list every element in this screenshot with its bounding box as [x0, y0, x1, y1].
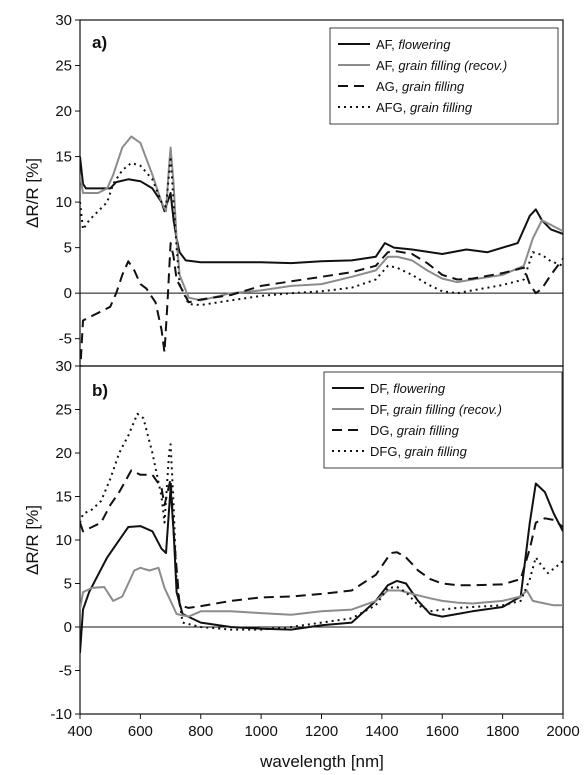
legend-entry-label: grain filling (recov.) [393, 402, 502, 417]
legend-entry: DFG, grain filling [370, 444, 468, 459]
legend-entry-prefix: DF, [370, 381, 393, 396]
y-tick-label: 25 [55, 402, 72, 419]
y-axis-title: ΔR/R [%] [23, 158, 42, 228]
y-tick-label: 0 [64, 285, 72, 302]
y-tick-label: 5 [64, 240, 72, 257]
series-line-afg [80, 155, 563, 306]
y-tick-label: 10 [55, 532, 72, 549]
panel-label: b) [92, 381, 108, 400]
x-tick-label: 1200 [305, 723, 338, 740]
y-tick-label: 20 [55, 445, 72, 462]
y-tick-label: 10 [55, 194, 72, 211]
series-line-ag [80, 242, 563, 366]
legend-entry: AF, grain filling (recov.) [376, 58, 507, 73]
x-tick-label: 800 [188, 723, 213, 740]
y-tick-label: -5 [59, 331, 72, 348]
panel-label: a) [92, 33, 107, 52]
y-tick-label: 20 [55, 103, 72, 120]
y-axis-title: ΔR/R [%] [23, 505, 42, 575]
legend-entry-prefix: AF, [376, 37, 398, 52]
legend-entry: AFG, grain filling [376, 100, 473, 115]
x-tick-label: 1400 [365, 723, 398, 740]
legend-entry-label: grain filling (recov.) [398, 58, 507, 73]
x-tick-label: 1000 [244, 723, 277, 740]
series-line-df-recov [80, 566, 563, 618]
legend-entry-label: grain filling [405, 444, 468, 459]
y-tick-label: 15 [55, 489, 72, 506]
legend-entry-prefix: AG, [376, 79, 402, 94]
legend-entry: DF, grain filling (recov.) [370, 402, 502, 417]
legend-entry-prefix: DF, [370, 402, 393, 417]
y-tick-label: 30 [55, 358, 72, 375]
legend-entry: AG, grain filling [376, 79, 465, 94]
y-tick-label: 30 [55, 12, 72, 29]
legend-entry-label: grain filling [410, 100, 473, 115]
legend-entry-prefix: AF, [376, 58, 398, 73]
y-tick-label: 15 [55, 149, 72, 166]
legend-entry-label: grain filling [402, 79, 465, 94]
legend-entry-label: grain filling [397, 423, 460, 438]
x-tick-label: 600 [128, 723, 153, 740]
legend-entry-prefix: DG, [370, 423, 397, 438]
legend-entry-prefix: DFG, [370, 444, 405, 459]
x-tick-label: 1800 [486, 723, 519, 740]
series-line-dfg [80, 412, 563, 631]
legend-entry-prefix: AFG, [376, 100, 410, 115]
series-line-df [80, 482, 563, 654]
series-line-dg [80, 469, 563, 609]
y-tick-label: 5 [64, 576, 72, 593]
x-tick-label: 2000 [546, 723, 579, 740]
x-axis-title: wavelength [nm] [259, 752, 384, 771]
panel-b: -10 -5 0 5 10 15 20 25 30 400 600 800 1000 1200 1400 16… [23, 358, 580, 740]
legend-entry: AF, flowering [376, 37, 451, 52]
legend-entry: DG, grain filling [370, 423, 460, 438]
legend-entry-label: flowering [398, 37, 451, 52]
legend-entry-label: flowering [393, 381, 446, 396]
legend-entry: DF, flowering [370, 381, 446, 396]
y-tick-label: -5 [59, 663, 72, 680]
y-tick-label: -10 [50, 706, 72, 723]
x-tick-label: 400 [67, 723, 92, 740]
y-tick-label: 0 [64, 619, 72, 636]
y-tick-label: 25 [55, 58, 72, 75]
x-tick-label: 1600 [426, 723, 459, 740]
series-line-af [80, 156, 563, 265]
